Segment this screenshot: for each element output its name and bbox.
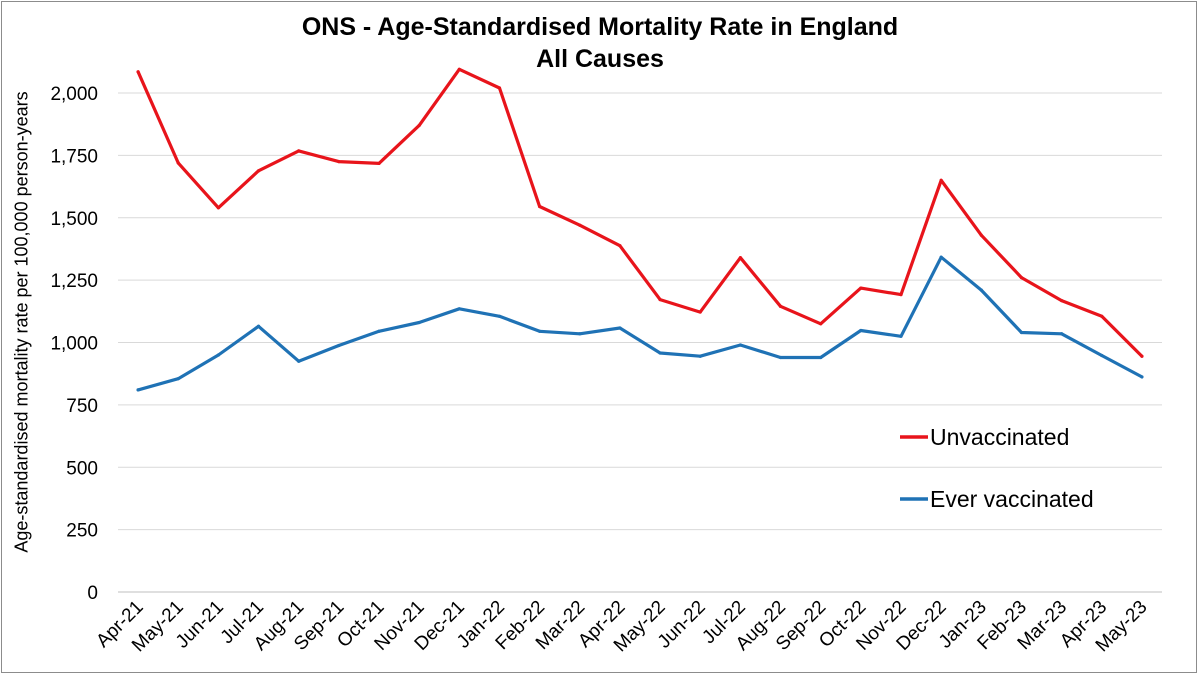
legend-label: Unvaccinated [930,424,1069,450]
data-point-unvaccinated [457,67,461,71]
data-point-unvaccinated [1019,276,1024,280]
data-point-unvaccinated [1060,298,1064,303]
data-point-ever-vaccinated [738,343,742,347]
data-point-ever-vaccinated [819,355,823,360]
data-point-unvaccinated [859,286,863,290]
data-point-ever-vaccinated [698,354,702,358]
data-point-ever-vaccinated [457,307,461,311]
data-point-ever-vaccinated [538,329,542,333]
data-point-unvaccinated [216,206,220,210]
data-point-ever-vaccinated [859,328,863,333]
data-point-ever-vaccinated [1140,375,1144,379]
y-tick-label: 250 [66,521,98,542]
data-point-unvaccinated [698,310,702,314]
legend-label: Ever vaccinated [930,486,1094,512]
y-tick-label: 2,000 [50,84,98,105]
series-line-unvaccinated [136,67,1144,358]
data-point-unvaccinated [578,223,582,227]
chart-subtitle: All Causes [536,45,664,73]
data-point-ever-vaccinated [1019,330,1024,335]
data-point-ever-vaccinated [1100,353,1104,358]
data-point-ever-vaccinated [337,343,341,348]
data-point-ever-vaccinated [377,329,381,333]
data-point-unvaccinated [1140,354,1144,358]
data-point-ever-vaccinated [899,334,903,338]
data-point-unvaccinated [738,256,742,260]
y-tick-label: 1,250 [50,271,98,292]
data-point-ever-vaccinated [176,377,180,381]
data-point-unvaccinated [497,86,502,90]
data-point-ever-vaccinated [979,288,983,292]
data-point-unvaccinated [136,70,140,74]
series-line-ever-vaccinated [136,255,1144,392]
data-point-ever-vaccinated [658,351,662,355]
y-tick-label: 750 [66,396,98,417]
data-point-unvaccinated [658,297,662,302]
data-point-unvaccinated [297,149,301,153]
data-point-ever-vaccinated [778,355,783,360]
data-point-unvaccinated [939,178,943,182]
data-point-unvaccinated [337,160,341,164]
data-point-ever-vaccinated [136,388,140,392]
data-point-unvaccinated [256,169,261,173]
data-point-unvaccinated [819,322,823,326]
data-point-ever-vaccinated [1060,332,1064,336]
data-point-unvaccinated [1100,314,1104,318]
data-point-ever-vaccinated [297,359,301,363]
data-point-unvaccinated [979,233,983,237]
data-point-unvaccinated [538,204,542,209]
data-point-unvaccinated [778,304,783,308]
y-tick-label: 0 [87,583,98,604]
y-tick-label: 500 [66,458,98,479]
y-tick-label: 1,500 [50,209,98,230]
chart-title: ONS - Age-Standardised Mortality Rate in… [301,13,899,41]
data-point-ever-vaccinated [417,320,421,325]
data-point-ever-vaccinated [618,326,622,330]
y-tick-label: 1,750 [50,146,98,167]
y-tick-label: 1,000 [50,334,98,355]
data-point-ever-vaccinated [497,314,502,318]
data-point-unvaccinated [899,292,903,297]
data-point-unvaccinated [176,161,180,165]
data-point-unvaccinated [618,244,622,248]
data-point-ever-vaccinated [256,324,261,328]
data-point-ever-vaccinated [939,255,943,259]
data-point-unvaccinated [377,161,381,165]
data-point-unvaccinated [417,123,421,128]
data-point-ever-vaccinated [216,353,220,357]
data-point-ever-vaccinated [578,332,582,336]
